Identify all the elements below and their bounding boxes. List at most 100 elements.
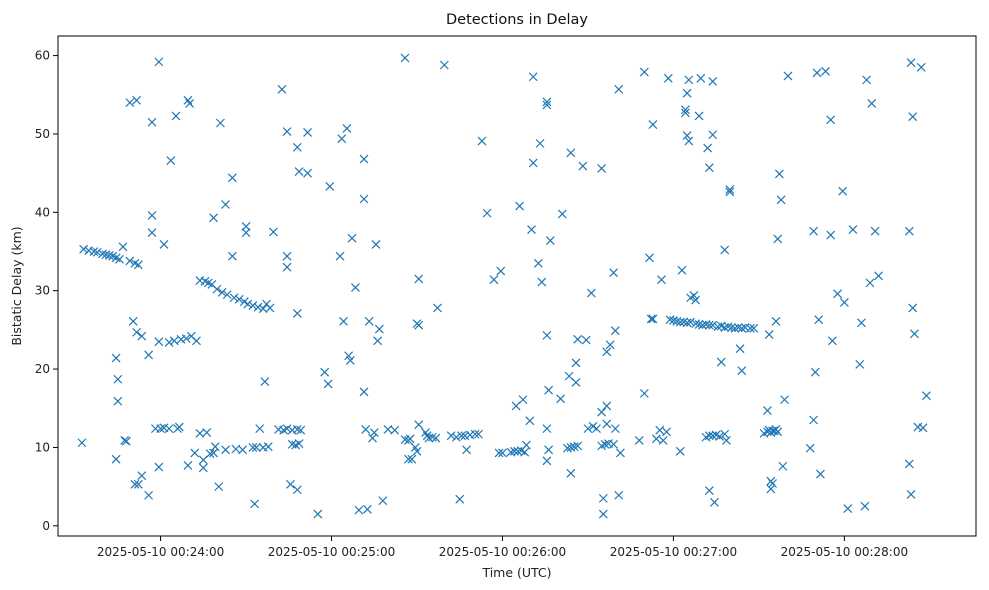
detection-point: [812, 68, 822, 78]
detection-point: [609, 268, 619, 278]
detection-point: [686, 317, 695, 327]
detection-point: [192, 336, 201, 346]
detection-point: [773, 234, 783, 244]
detection-point: [906, 58, 916, 68]
detection-point: [721, 435, 731, 445]
detection-point: [598, 509, 608, 519]
detection-point: [292, 424, 302, 434]
detection-point: [229, 293, 239, 303]
detection-point: [373, 336, 383, 346]
detection-point: [602, 401, 612, 411]
detection-point: [682, 318, 692, 328]
detection-point: [154, 57, 164, 67]
detection-point: [563, 443, 572, 453]
detection-point: [610, 424, 620, 434]
detection-point: [679, 317, 689, 327]
x-tick-label: 2025-05-10 00:28:00: [781, 545, 908, 559]
detection-point: [361, 424, 371, 434]
detection-point: [210, 442, 220, 452]
detection-point: [763, 406, 772, 416]
detection-point: [115, 254, 124, 264]
detection-point: [125, 98, 135, 108]
detection-point: [569, 442, 579, 452]
detection-point: [405, 434, 415, 444]
detection-point: [120, 435, 130, 445]
detection-point: [855, 359, 865, 369]
detection-point: [696, 73, 706, 83]
detection-point: [185, 98, 195, 108]
detection-point: [645, 253, 654, 263]
detection-point: [351, 283, 360, 292]
detection-point: [111, 353, 121, 363]
detection-point: [243, 299, 253, 309]
detection-point: [610, 326, 620, 336]
detection-point: [703, 143, 713, 153]
x-tick-label: 2025-05-10 00:27:00: [610, 545, 737, 559]
detection-point: [737, 366, 747, 376]
detection-point: [371, 240, 381, 249]
detection-point: [821, 66, 830, 76]
detection-point: [111, 454, 121, 464]
detection-point: [133, 260, 143, 270]
detection-point: [609, 439, 619, 449]
detection-point: [400, 53, 410, 63]
detection-point: [205, 449, 215, 459]
detection-point: [374, 324, 384, 334]
detection-point: [528, 72, 538, 82]
detection-point: [77, 438, 87, 448]
detection-point: [221, 445, 230, 455]
detection-point: [908, 112, 918, 122]
detection-point: [827, 336, 837, 346]
detection-point: [602, 419, 612, 429]
detection-point: [716, 357, 726, 367]
detection-point: [682, 131, 692, 140]
detection-point: [451, 432, 461, 442]
detection-point: [614, 490, 624, 500]
detection-point: [605, 340, 615, 350]
detection-point: [680, 108, 690, 118]
detection-point: [407, 454, 417, 464]
detection-point: [130, 479, 140, 489]
detection-point: [455, 494, 465, 504]
detection-point: [214, 482, 224, 492]
detection-point: [282, 262, 292, 272]
detection-point: [860, 501, 870, 511]
detection-point: [520, 447, 530, 457]
detection-point: [805, 443, 815, 453]
detection-point: [810, 367, 820, 377]
detection-point: [918, 423, 928, 433]
detection-point: [320, 367, 330, 377]
detection-point: [462, 445, 471, 455]
detection-point: [651, 434, 661, 444]
detection-point: [174, 422, 184, 432]
detection-point: [241, 228, 251, 238]
detection-point: [556, 394, 566, 404]
detection-point: [294, 167, 304, 177]
detection-point: [764, 330, 774, 340]
detection-point: [104, 251, 114, 260]
detection-point: [164, 424, 174, 434]
detection-point: [720, 245, 730, 255]
y-tick-label: 0: [42, 519, 50, 533]
detection-point: [265, 303, 275, 313]
detection-point: [378, 496, 388, 506]
detection-point: [542, 330, 552, 340]
detection-point: [518, 395, 528, 405]
detection-point: [154, 462, 164, 472]
detection-point: [698, 320, 707, 330]
detection-point: [780, 395, 789, 405]
detection-point: [190, 448, 200, 458]
detection-point: [542, 456, 552, 466]
detection-point: [292, 142, 302, 152]
detection-point: [344, 351, 354, 361]
detection-point: [147, 211, 157, 220]
detection-point: [865, 278, 875, 288]
y-tick-label: 50: [35, 127, 50, 141]
detection-point: [474, 429, 483, 439]
detection-point: [132, 327, 142, 337]
detection-point: [470, 429, 480, 439]
detection-point: [735, 344, 745, 354]
detection-point: [614, 84, 624, 94]
plot-area-frame: [57, 35, 977, 537]
detection-point: [128, 316, 138, 326]
